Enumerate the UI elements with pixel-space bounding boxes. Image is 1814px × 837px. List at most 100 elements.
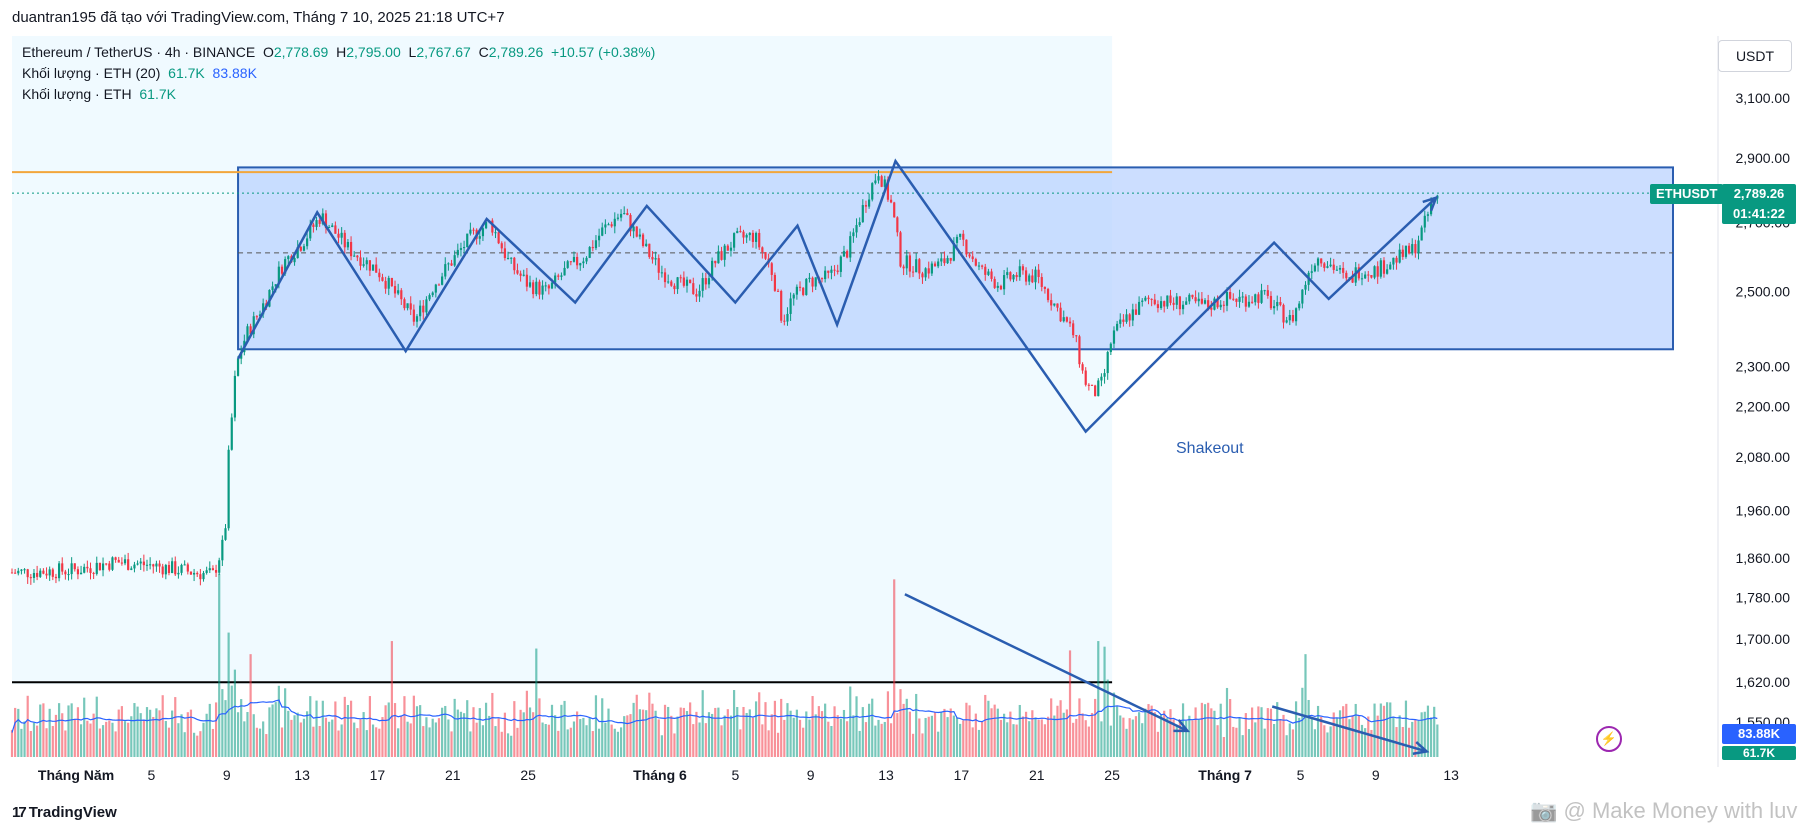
volume-bar [1068, 650, 1072, 757]
volume-bar [1276, 702, 1279, 757]
candle-body [1141, 300, 1144, 302]
volume-bar [265, 734, 268, 757]
open-label: O [262, 44, 274, 60]
volume-bar [591, 731, 594, 757]
volume-bar [525, 690, 528, 757]
volume-bar [83, 697, 86, 757]
volume-bar [867, 703, 871, 757]
candle-body [469, 229, 472, 234]
candle-body [79, 572, 83, 575]
volume-bar [1094, 698, 1097, 757]
volume-bar [409, 723, 412, 757]
candle-body [704, 278, 707, 285]
candle-body [566, 261, 569, 268]
volume-bar [1323, 725, 1326, 757]
candle-body [933, 263, 937, 267]
volume-legend[interactable]: Khối lượng · ETH 61.7K [22, 86, 176, 102]
candle-body [629, 215, 632, 232]
candle-body [174, 561, 177, 575]
candle-body [101, 563, 105, 571]
volume-bar [1348, 719, 1351, 757]
high-label: H [336, 44, 347, 60]
volume-bar [1141, 723, 1144, 757]
volume-bar [478, 708, 481, 757]
candle-body [1043, 286, 1047, 289]
time-tick-label: 5 [147, 767, 155, 783]
candle-body [343, 232, 346, 248]
candle-body [83, 566, 86, 573]
price-tick-label: 1,960.00 [1736, 503, 1791, 519]
symbol-label[interactable]: Ethereum / TetherUS · 4h · BINANCE [22, 44, 256, 60]
candle-body [437, 284, 441, 286]
volume-bar [136, 706, 139, 757]
volume-bar [1254, 722, 1257, 757]
volume-bar [36, 725, 39, 757]
range-rectangle [237, 166, 1674, 351]
volume-bar [582, 717, 585, 757]
candle-body [908, 255, 912, 272]
volume-bar [240, 699, 243, 757]
candle-body [434, 284, 437, 293]
time-tick-label: 9 [807, 767, 815, 783]
candle-body [293, 258, 296, 263]
candle-body [331, 225, 334, 227]
volume-bar [1433, 706, 1436, 757]
candle-body [1163, 301, 1166, 307]
candle-body [1087, 384, 1090, 386]
volume-bar [1207, 702, 1210, 757]
volume-bar [224, 700, 227, 757]
volume-bar [249, 654, 252, 757]
volume-ma-legend[interactable]: Khối lượng · ETH (20) 61.7K 83.88K [22, 65, 257, 81]
volume-bar [962, 720, 965, 757]
volume-bar [899, 689, 902, 757]
candle-body [1367, 274, 1370, 276]
volume-bar [754, 701, 758, 757]
candle-body [657, 258, 660, 273]
volume-bar [717, 707, 720, 757]
volume-bar [349, 700, 353, 757]
candle-body [899, 232, 902, 267]
zigzag-arrowhead [1422, 195, 1439, 212]
candle-body [1414, 244, 1417, 254]
candle-body [1301, 289, 1304, 304]
candle-body [739, 231, 742, 233]
volume-bar [1122, 717, 1125, 757]
volume-bar [384, 705, 387, 757]
candle-body [745, 235, 748, 238]
volume-bar [968, 705, 971, 757]
volume-bar [528, 707, 532, 757]
candle-body [1407, 245, 1411, 254]
candle-body [353, 255, 356, 257]
candle-body [1411, 244, 1414, 254]
candle-body [532, 282, 535, 295]
volume-bar [783, 719, 786, 757]
volume-bar [641, 709, 645, 757]
volume-bar [623, 716, 626, 757]
candle-body [1122, 319, 1125, 322]
volume-bar [858, 730, 861, 757]
volume-bar [280, 727, 284, 757]
volume-bar [933, 712, 937, 757]
candle-body [594, 240, 598, 249]
volume-bar [1244, 713, 1247, 757]
volume-bar [164, 721, 167, 757]
candle-body [202, 572, 205, 580]
volume-bar [1112, 692, 1116, 757]
candle-body [199, 574, 202, 580]
candle-body [189, 571, 193, 575]
currency-button[interactable]: USDT [1718, 40, 1792, 72]
volume-bar [1351, 715, 1354, 757]
candle-body [230, 417, 233, 450]
candle-body [155, 563, 158, 567]
candle-body [918, 259, 921, 274]
candle-body [663, 272, 667, 283]
volume-bar [1269, 708, 1273, 757]
volume-bar [1367, 716, 1370, 757]
candle-body [1059, 307, 1062, 322]
symbol-price-tag: ETHUSDT [1650, 184, 1724, 204]
candle-body [959, 233, 962, 237]
lightning-icon[interactable]: ⚡ [1596, 726, 1622, 752]
tradingview-logo[interactable]: 17 TradingView [12, 804, 117, 821]
volume-bar [842, 709, 846, 757]
